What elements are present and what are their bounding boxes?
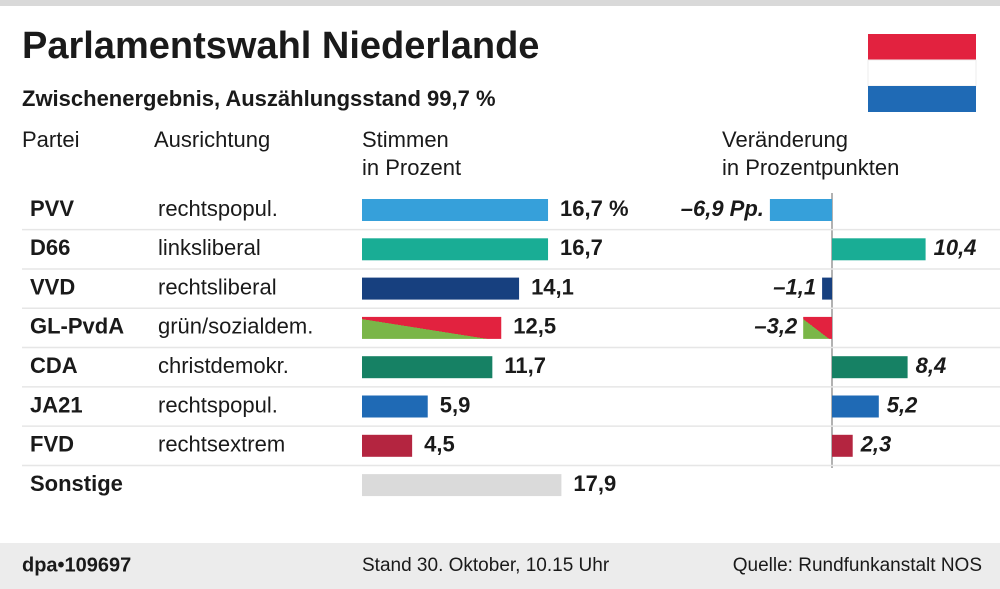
bar [362,199,549,221]
orientation-label: rechtspopul. [158,196,278,221]
flag [867,34,977,112]
orientation-label: rechtspopul. [158,392,278,417]
party-label: CDA [30,353,78,378]
footer-source: Quelle: Rundfunkanstalt NOS [733,555,982,576]
footer-band [0,543,1000,589]
bar [362,356,493,379]
flag-white [867,59,977,87]
value-label: 14,1 [531,274,574,299]
bar [822,277,832,300]
value-label: –6,9 Pp. [681,196,764,221]
orientation-label: christdemokr. [158,353,289,378]
value-label: 2,3 [860,432,892,457]
bar [803,316,832,339]
orientation-label: linksliberal [158,235,261,260]
value-label: 4,5 [424,432,455,457]
bar [832,395,879,418]
column-header: Partei [22,127,79,152]
footer-date: Stand 30. Oktober, 10.15 Uhr [362,555,610,576]
bar [362,316,502,339]
bar [362,395,428,418]
party-label: GL-PvdA [30,314,124,339]
bar [362,474,562,497]
value-label: 16,7 [560,235,603,260]
value-label: 10,4 [934,235,977,260]
flag-red [868,34,976,60]
party-label: Sonstige [30,471,123,496]
bar [832,434,853,457]
party-label: VVD [30,274,75,299]
flag-blue [868,86,976,112]
subtitle: Zwischenergebnis, Auszählungsstand 99,7 … [22,86,496,111]
orientation-label: rechtsextrem [158,432,285,457]
column-header: Stimmen [362,127,449,152]
top-stripe [0,0,1000,6]
value-label: 5,2 [887,392,918,417]
value-label: 17,9 [573,471,616,496]
value-label: 12,5 [513,314,556,339]
column-header: in Prozent [362,155,461,180]
title: Parlamentswahl Niederlande [22,25,539,67]
party-label: FVD [30,432,74,457]
footer-id: dpa•109697 [22,554,131,576]
party-label: D66 [30,235,70,260]
value-label: 8,4 [916,353,947,378]
column-header: in Prozentpunkten [722,155,899,180]
party-label: JA21 [30,392,83,417]
bar [362,238,549,261]
value-label: 5,9 [440,392,471,417]
value-label: –3,2 [754,314,798,339]
orientation-label: rechtsliberal [158,274,277,299]
value-label: 11,7 [504,353,546,378]
bar [362,277,520,300]
value-label: 16,7 % [560,196,629,221]
party-label: PVV [30,196,74,221]
bar [362,434,413,457]
bar [832,238,926,261]
column-header: Veränderung [722,127,848,152]
value-label: –1,1 [773,274,816,299]
orientation-label: grün/sozialdem. [158,314,313,339]
bar [769,199,832,221]
column-header: Ausrichtung [154,127,270,152]
bar [832,356,908,379]
